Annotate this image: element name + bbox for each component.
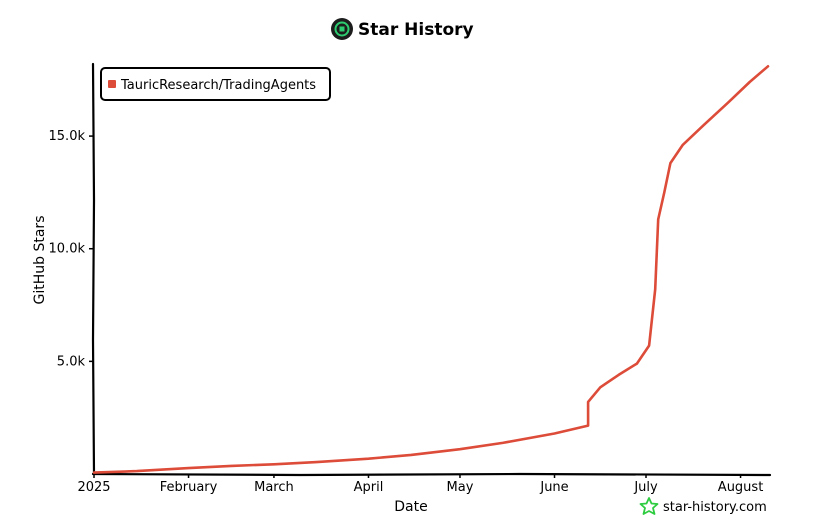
x-tick-label: July — [633, 480, 658, 495]
legend-box — [100, 67, 331, 101]
series-group — [92, 65, 770, 474]
x-tick-label: April — [354, 480, 384, 495]
x-tick-label: August — [718, 480, 764, 495]
y-tick-label: 15.0k — [49, 129, 86, 144]
x-axis-line — [91, 472, 772, 477]
star-history-logo-icon — [331, 18, 353, 40]
y-axis-ticks: 5.0k 10.0k 15.0k — [49, 129, 94, 369]
x-axis-label: Date — [394, 499, 427, 515]
legend-swatch — [108, 80, 116, 88]
chart-title-group: Star History — [331, 18, 474, 40]
y-axis-line — [91, 62, 96, 476]
legend: TauricResearch/TradingAgents — [100, 67, 331, 101]
y-tick-label: 10.0k — [49, 242, 86, 257]
star-outline-icon — [639, 497, 659, 515]
x-tick-label: May — [447, 480, 474, 495]
watermark[interactable]: star-history.com — [639, 497, 767, 515]
legend-entry-label: TauricResearch/TradingAgents — [120, 78, 316, 93]
series-line — [92, 65, 770, 474]
y-axis-label: GitHub Stars — [32, 216, 48, 305]
chart-title: Star History — [358, 20, 474, 40]
x-tick-label: 2025 — [77, 480, 110, 495]
x-tick-label: June — [539, 480, 568, 495]
x-tick-label: February — [160, 480, 218, 495]
y-tick-label: 5.0k — [57, 354, 86, 369]
x-axis-ticks: 2025 February March April May June July August — [77, 474, 763, 495]
x-tick-label: March — [254, 480, 294, 495]
watermark-text: star-history.com — [663, 500, 767, 515]
